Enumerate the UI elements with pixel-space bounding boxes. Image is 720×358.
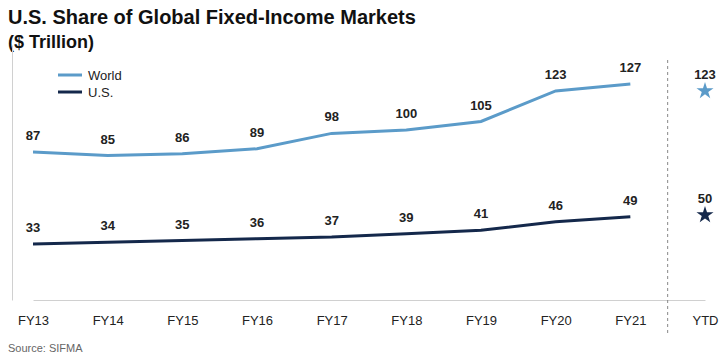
data-label: 127: [619, 60, 641, 75]
data-label: 86: [175, 130, 189, 145]
x-axis: FY13 FY14 FY15 FY16 FY17 FY18 FY19 FY20 FY21 YTD: [18, 300, 719, 328]
x-tick: FY19: [466, 300, 497, 328]
data-label: 41: [474, 206, 488, 221]
data-label: 34: [100, 218, 115, 233]
marker: [696, 206, 713, 222]
subtitle: ($ Trillion): [8, 32, 94, 52]
data-label: 36: [250, 215, 264, 230]
legend-label: World: [88, 68, 122, 83]
legend-swatch: [58, 91, 82, 94]
x-tick: FY21: [615, 300, 646, 328]
x-tick-label: FY21: [615, 313, 646, 328]
separator: [667, 60, 668, 335]
legend-swatch: [58, 74, 82, 77]
x-tick-label: FY13: [18, 313, 49, 328]
x-tick-label: FY20: [541, 313, 572, 328]
data-labels: 87 85 86 89 98 100 105 123 127 33 34 35 36 37 39 41 46 49…: [26, 60, 716, 235]
x-tick-label: YTD: [693, 313, 719, 328]
data-label: 123: [545, 67, 567, 82]
x-axis-line: [34, 300, 706, 301]
x-tick: YTD: [693, 300, 719, 328]
legend-label: U.S.: [88, 85, 113, 100]
marker: [696, 82, 713, 98]
x-tick-label: FY14: [93, 313, 124, 328]
x-tick-label: FY16: [242, 313, 273, 328]
data-label: 49: [623, 193, 637, 208]
data-label: 33: [26, 220, 40, 235]
x-tick: FY16: [242, 300, 273, 328]
data-label: 37: [324, 213, 338, 228]
x-tick: FY17: [317, 300, 348, 328]
x-tick: FY20: [541, 300, 572, 328]
x-tick-label: FY19: [466, 313, 497, 328]
data-label: 87: [26, 128, 40, 143]
legend-item: World: [58, 68, 122, 83]
data-label: 100: [395, 106, 417, 121]
data-label: 50: [698, 191, 712, 206]
chart: U.S. Share of Global Fixed-Income Market…: [0, 0, 720, 358]
data-label: 39: [399, 210, 413, 225]
line: [33, 84, 630, 155]
data-label: 46: [548, 198, 562, 213]
y-axis-line: [12, 46, 13, 301]
x-tick: FY13: [18, 300, 49, 328]
x-tick: FY15: [167, 300, 198, 328]
x-tick-label: FY15: [167, 313, 198, 328]
y-axis: [12, 46, 13, 301]
x-tick-label: FY18: [391, 313, 422, 328]
data-label: 35: [175, 217, 189, 232]
data-label: 85: [100, 132, 114, 147]
x-tick-label: FY17: [317, 313, 348, 328]
plot-area: [33, 82, 714, 244]
x-tick: FY18: [391, 300, 422, 328]
data-label: 98: [324, 109, 338, 124]
x-tick: FY14: [93, 300, 124, 328]
data-label: 123: [694, 67, 716, 82]
legend-item: U.S.: [58, 85, 113, 100]
data-label: 89: [250, 125, 264, 140]
source: Source: SIFMA: [8, 342, 83, 354]
legend: World U.S.: [58, 68, 122, 100]
title: U.S. Share of Global Fixed-Income Market…: [8, 6, 416, 28]
data-label: 105: [470, 98, 492, 113]
